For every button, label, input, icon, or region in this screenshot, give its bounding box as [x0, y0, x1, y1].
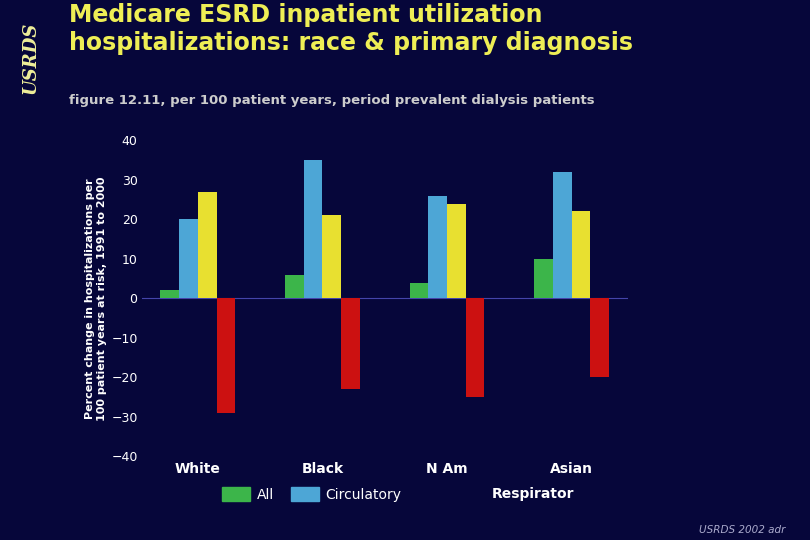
- Text: figure 12.11, per 100 patient years, period prevalent dialysis patients: figure 12.11, per 100 patient years, per…: [69, 94, 595, 107]
- Bar: [590, 298, 609, 377]
- Bar: [410, 282, 428, 298]
- Bar: [322, 215, 341, 298]
- Legend: All, Circulatory: All, Circulatory: [216, 482, 407, 507]
- Bar: [428, 195, 447, 298]
- Text: USRDS 2002 adr: USRDS 2002 adr: [699, 524, 786, 535]
- Bar: [553, 172, 572, 298]
- Bar: [466, 298, 484, 397]
- Bar: [179, 219, 198, 298]
- Text: USRDS: USRDS: [21, 21, 40, 94]
- Text: Respirator: Respirator: [492, 488, 574, 501]
- Bar: [198, 192, 216, 298]
- Bar: [341, 298, 360, 389]
- Bar: [447, 204, 466, 298]
- Text: Medicare ESRD inpatient utilization
hospitalizations: race & primary diagnosis: Medicare ESRD inpatient utilization hosp…: [69, 3, 633, 55]
- Bar: [285, 275, 304, 298]
- Bar: [304, 160, 322, 298]
- Bar: [216, 298, 235, 413]
- Bar: [535, 259, 553, 298]
- Bar: [160, 291, 179, 298]
- Y-axis label: Percent change in hospitalizations per
100 patient years at risk, 1991 to 2000: Percent change in hospitalizations per 1…: [85, 176, 107, 421]
- Bar: [572, 212, 590, 298]
